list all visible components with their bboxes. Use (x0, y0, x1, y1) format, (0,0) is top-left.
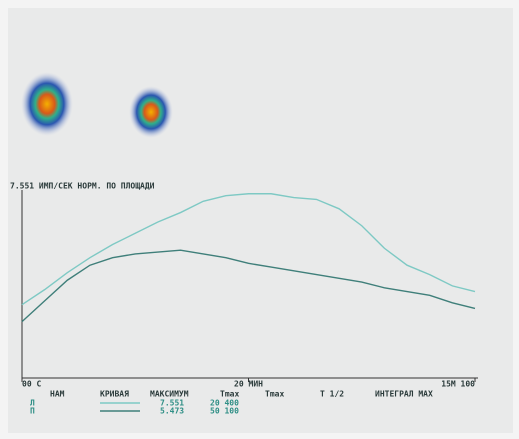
kidney-image (21, 72, 73, 136)
column-header: КРИВАЯ (100, 390, 129, 399)
legend-cell: 50 100 (210, 407, 239, 416)
column-header: T 1/2 (320, 390, 344, 399)
x-tick-label: 15М 100 (441, 380, 475, 389)
column-header: Tmax (220, 390, 239, 399)
column-header: НАМ (50, 390, 65, 399)
x-tick-label: 00 C (22, 380, 41, 389)
kidney-image (129, 86, 173, 138)
chart-header: 7.551 ИМП/СЕК НОРМ. ПО ПЛОЩАДИ (10, 182, 155, 191)
x-tick-label: 20 МИН (234, 380, 263, 389)
legend-cell: 5.473 (160, 407, 184, 416)
legend-label: П (30, 407, 35, 416)
screen: 7.551 ИМП/СЕК НОРМ. ПО ПЛОЩАДИ 00 C 20 МИ… (0, 0, 519, 439)
column-header: МАКСИМУМ (150, 390, 189, 399)
column-header: ИНТЕГРАЛ МАХ (375, 390, 433, 399)
display (8, 8, 513, 433)
column-header: Tmax (265, 390, 284, 399)
